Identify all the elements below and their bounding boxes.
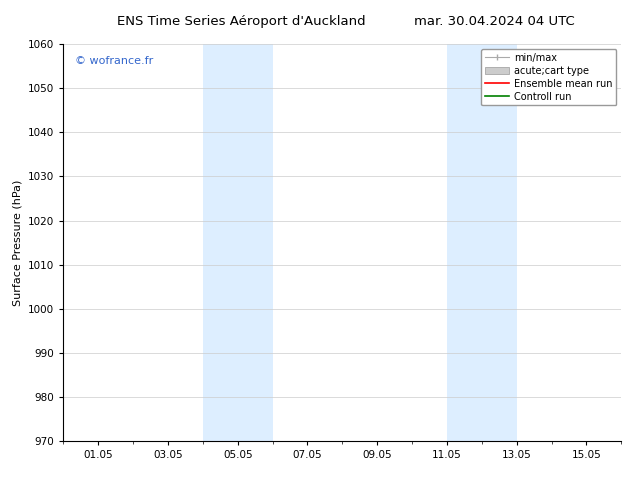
Text: mar. 30.04.2024 04 UTC: mar. 30.04.2024 04 UTC (414, 15, 575, 28)
Text: ENS Time Series Aéroport d'Auckland: ENS Time Series Aéroport d'Auckland (117, 15, 365, 28)
Bar (447, 44, 517, 441)
Legend: min/max, acute;cart type, Ensemble mean run, Controll run: min/max, acute;cart type, Ensemble mean … (481, 49, 616, 105)
Text: © wofrance.fr: © wofrance.fr (75, 56, 153, 66)
Y-axis label: Surface Pressure (hPa): Surface Pressure (hPa) (13, 179, 23, 306)
Bar (203, 44, 273, 441)
